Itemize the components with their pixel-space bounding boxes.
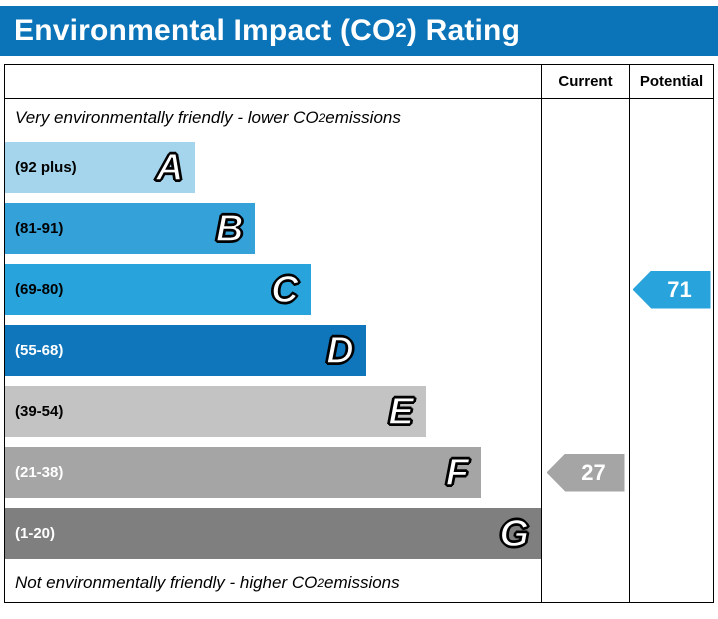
- band-range-label: (55-68): [15, 342, 64, 359]
- band-letter: E: [388, 390, 415, 433]
- band-bar-g: (1-20) G: [5, 508, 541, 559]
- band-range-label: (69-80): [15, 281, 64, 298]
- current-column-cell: [541, 564, 629, 602]
- bottom-note-text: Not environmentally friendly - higher CO: [15, 573, 318, 592]
- current-column-cell: [541, 503, 629, 564]
- potential-arrow: 71: [632, 270, 711, 309]
- band-bar-b: (81-91) B: [5, 203, 256, 254]
- potential-column-cell: [629, 442, 713, 503]
- current-column-cell: 27: [541, 442, 629, 503]
- bottom-note: Not environmentally friendly - higher CO…: [5, 564, 541, 602]
- current-column-cell: [541, 99, 629, 137]
- page-title-subscript: 2: [395, 20, 407, 42]
- band-bar-c: (69-80) C: [5, 264, 311, 315]
- band-range-label: (81-91): [15, 220, 64, 237]
- current-column-cell: [541, 198, 629, 259]
- band-letter: D: [326, 329, 355, 372]
- bottom-note-subscript: 2: [317, 576, 325, 590]
- potential-column-cell: [629, 137, 713, 198]
- top-note-text: Very environmentally friendly - lower CO: [15, 108, 319, 127]
- band-row-b: (81-91) B: [5, 198, 541, 259]
- band-bar-e: (39-54) E: [5, 386, 426, 437]
- band-row-g: (1-20) G: [5, 503, 541, 564]
- current-column-cell: [541, 137, 629, 198]
- band-row-f: (21-38) F: [5, 442, 541, 503]
- current-column-cell: [541, 259, 629, 320]
- band-range-label: (1-20): [15, 525, 56, 542]
- top-note-suffix: emissions: [325, 108, 401, 127]
- page-title: Environmental Impact (CO 2) Rating: [0, 6, 718, 56]
- header-empty-cell: [5, 65, 541, 99]
- potential-column-cell: [629, 99, 713, 137]
- potential-column-cell: [629, 320, 713, 381]
- epc-co2-chart: Current Potential Very environmentally f…: [4, 64, 714, 603]
- potential-column-cell: [629, 564, 713, 602]
- header-current: Current: [541, 65, 629, 99]
- potential-value: 71: [667, 276, 692, 302]
- band-bar-d: (55-68) D: [5, 325, 366, 376]
- top-note: Very environmentally friendly - lower CO…: [5, 99, 541, 137]
- band-letter: B: [215, 207, 244, 250]
- top-note-subscript: 2: [318, 111, 326, 125]
- band-bar-a: (92 plus) A: [5, 142, 196, 193]
- band-range-label: (92 plus): [15, 159, 77, 176]
- band-row-e: (39-54) E: [5, 381, 541, 442]
- current-column-cell: [541, 320, 629, 381]
- potential-column-cell: 71: [629, 259, 713, 320]
- band-letter: A: [155, 146, 184, 189]
- bottom-note-suffix: emissions: [324, 573, 400, 592]
- current-arrow: 27: [546, 453, 625, 492]
- page-title-suffix: ) Rating: [406, 14, 521, 47]
- band-row-c: (69-80) C: [5, 259, 541, 320]
- band-row-d: (55-68) D: [5, 320, 541, 381]
- band-range-label: (39-54): [15, 403, 64, 420]
- current-value: 27: [581, 459, 606, 485]
- potential-column-cell: [629, 381, 713, 442]
- potential-column-cell: [629, 503, 713, 564]
- band-bar-f: (21-38) F: [5, 447, 481, 498]
- band-row-a: (92 plus) A: [5, 137, 541, 198]
- band-letter: G: [499, 512, 530, 555]
- band-letter: F: [445, 451, 470, 494]
- band-letter: C: [270, 268, 299, 311]
- header-potential: Potential: [629, 65, 713, 99]
- potential-column-cell: [629, 198, 713, 259]
- band-range-label: (21-38): [15, 464, 64, 481]
- current-column-cell: [541, 381, 629, 442]
- page-title-text: Environmental Impact (CO: [14, 14, 396, 47]
